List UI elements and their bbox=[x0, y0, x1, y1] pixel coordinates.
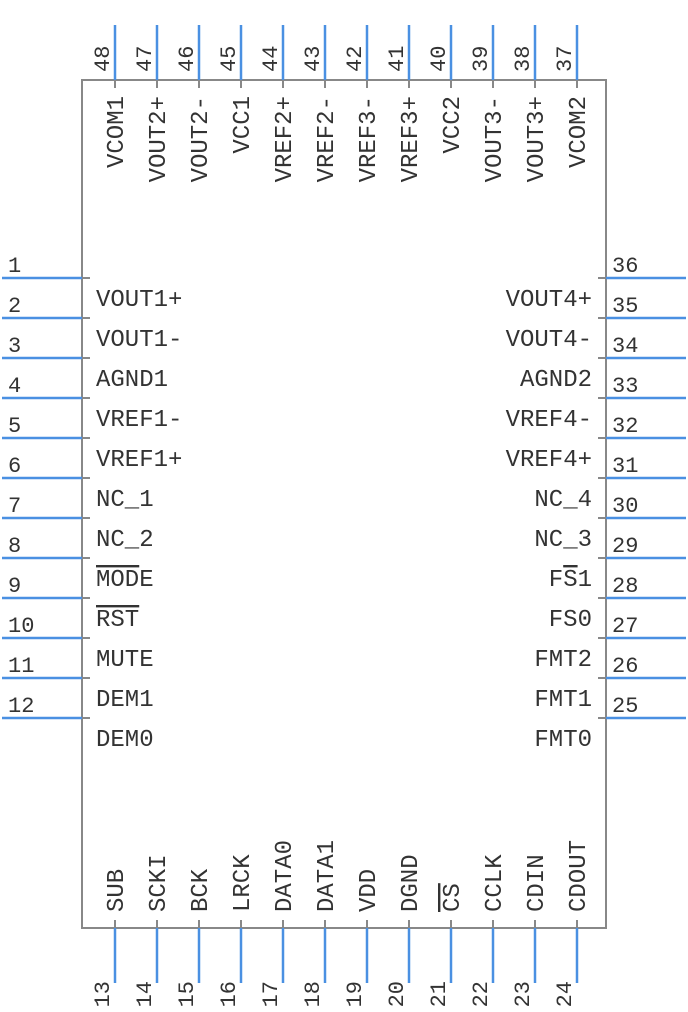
pin-number-22: 22 bbox=[469, 981, 494, 1007]
pin-number-47: 47 bbox=[133, 46, 158, 72]
pin-number-34: 34 bbox=[612, 334, 638, 359]
pin-number-29: 29 bbox=[612, 534, 638, 559]
pin-label-21: CS bbox=[440, 883, 467, 912]
pin-label-9: RST bbox=[96, 607, 139, 634]
pin-number-21: 21 bbox=[427, 981, 452, 1007]
pin-label-28: FS0 bbox=[549, 607, 592, 634]
pin-number-23: 23 bbox=[511, 981, 536, 1007]
pin-label-29: FS1 bbox=[549, 567, 592, 594]
pin-number-24: 24 bbox=[553, 981, 578, 1007]
pin-label-36: VOUT4+ bbox=[506, 287, 592, 314]
pin-number-33: 33 bbox=[612, 374, 638, 399]
pin-label-4: VREF1- bbox=[96, 407, 182, 434]
pin-number-27: 27 bbox=[612, 614, 638, 639]
pin-number-7: 7 bbox=[8, 494, 21, 519]
pin-number-35: 35 bbox=[612, 294, 638, 319]
pin-label-42: VREF3- bbox=[356, 96, 383, 182]
pin-number-3: 3 bbox=[8, 334, 21, 359]
pin-label-1: VOUT1+ bbox=[96, 287, 182, 314]
pin-label-6: NC_1 bbox=[96, 487, 154, 514]
pin-number-26: 26 bbox=[612, 654, 638, 679]
pin-number-44: 44 bbox=[259, 46, 284, 72]
pin-number-40: 40 bbox=[427, 46, 452, 72]
pin-number-15: 15 bbox=[175, 981, 200, 1007]
pin-label-40: VCC2 bbox=[440, 96, 467, 154]
pin-label-8: MODE bbox=[96, 567, 154, 594]
pin-label-34: AGND2 bbox=[520, 367, 592, 394]
pin-label-13: SUB bbox=[104, 869, 131, 912]
pin-label-7: NC_2 bbox=[96, 527, 154, 554]
pin-label-33: VREF4- bbox=[506, 407, 592, 434]
pin-number-10: 10 bbox=[8, 614, 34, 639]
pin-label-41: VREF3+ bbox=[398, 96, 425, 182]
pin-number-38: 38 bbox=[511, 46, 536, 72]
pin-label-10: MUTE bbox=[96, 647, 154, 674]
pin-number-39: 39 bbox=[469, 46, 494, 72]
pin-label-30: NC_3 bbox=[534, 527, 592, 554]
pin-number-9: 9 bbox=[8, 574, 21, 599]
pin-label-5: VREF1+ bbox=[96, 447, 182, 474]
pin-label-47: VOUT2+ bbox=[146, 96, 173, 182]
pin-label-27: FMT2 bbox=[534, 647, 592, 674]
chip-body bbox=[82, 80, 606, 928]
pin-number-48: 48 bbox=[91, 46, 116, 72]
pin-number-13: 13 bbox=[91, 981, 116, 1007]
pin-label-45: VCC1 bbox=[230, 96, 257, 154]
pin-number-30: 30 bbox=[612, 494, 638, 519]
pin-label-20: DGND bbox=[398, 854, 425, 912]
pin-number-43: 43 bbox=[301, 46, 326, 72]
pin-label-26: FMT1 bbox=[534, 687, 592, 714]
pin-label-19: VDD bbox=[356, 869, 383, 912]
pin-label-25: FMT0 bbox=[534, 727, 592, 754]
pin-label-32: VREF4+ bbox=[506, 447, 592, 474]
pin-label-35: VOUT4- bbox=[506, 327, 592, 354]
pin-number-19: 19 bbox=[343, 981, 368, 1007]
pin-number-11: 11 bbox=[8, 654, 34, 679]
pin-label-43: VREF2- bbox=[314, 96, 341, 182]
pin-number-31: 31 bbox=[612, 454, 638, 479]
pin-number-8: 8 bbox=[8, 534, 21, 559]
pin-number-5: 5 bbox=[8, 414, 21, 439]
pin-label-46: VOUT2- bbox=[188, 96, 215, 182]
pin-number-41: 41 bbox=[385, 46, 410, 72]
pin-number-46: 46 bbox=[175, 46, 200, 72]
pin-number-20: 20 bbox=[385, 981, 410, 1007]
pin-number-37: 37 bbox=[553, 46, 578, 72]
pin-label-3: AGND1 bbox=[96, 367, 168, 394]
pin-label-16: LRCK bbox=[230, 854, 257, 912]
pin-number-25: 25 bbox=[612, 694, 638, 719]
pin-label-22: CCLK bbox=[482, 854, 509, 912]
pin-label-11: DEM1 bbox=[96, 687, 154, 714]
pin-number-2: 2 bbox=[8, 294, 21, 319]
pin-label-15: BCK bbox=[188, 868, 215, 912]
pin-number-12: 12 bbox=[8, 694, 34, 719]
pin-number-14: 14 bbox=[133, 981, 158, 1007]
pin-label-39: VOUT3- bbox=[482, 96, 509, 182]
pin-label-31: NC_4 bbox=[534, 487, 592, 514]
pin-number-1: 1 bbox=[8, 254, 21, 279]
pin-label-23: CDIN bbox=[524, 854, 551, 912]
pin-number-6: 6 bbox=[8, 454, 21, 479]
pin-label-48: VCOM1 bbox=[104, 96, 131, 168]
pin-number-42: 42 bbox=[343, 46, 368, 72]
pin-label-17: DATA0 bbox=[272, 840, 299, 912]
pin-label-12: DEM0 bbox=[96, 727, 154, 754]
pin-label-14: SCKI bbox=[146, 854, 173, 912]
pin-label-37: VCOM2 bbox=[566, 96, 593, 168]
pin-number-32: 32 bbox=[612, 414, 638, 439]
pin-label-44: VREF2+ bbox=[272, 96, 299, 182]
pin-number-28: 28 bbox=[612, 574, 638, 599]
pin-number-16: 16 bbox=[217, 981, 242, 1007]
pin-number-36: 36 bbox=[612, 254, 638, 279]
pin-number-18: 18 bbox=[301, 981, 326, 1007]
chip-pinout-diagram: 1 VOUT1+ 2 VOUT1- 3 AGND1 4 VREF1- 5 VREF1+ 6 NC_1 7… bbox=[0, 0, 688, 1008]
pin-number-17: 17 bbox=[259, 981, 284, 1007]
pin-label-18: DATA1 bbox=[314, 840, 341, 912]
pin-number-45: 45 bbox=[217, 46, 242, 72]
pin-label-38: VOUT3+ bbox=[524, 96, 551, 182]
pin-number-4: 4 bbox=[8, 374, 21, 399]
pin-label-2: VOUT1- bbox=[96, 327, 182, 354]
pin-label-24: CDOUT bbox=[566, 840, 593, 912]
